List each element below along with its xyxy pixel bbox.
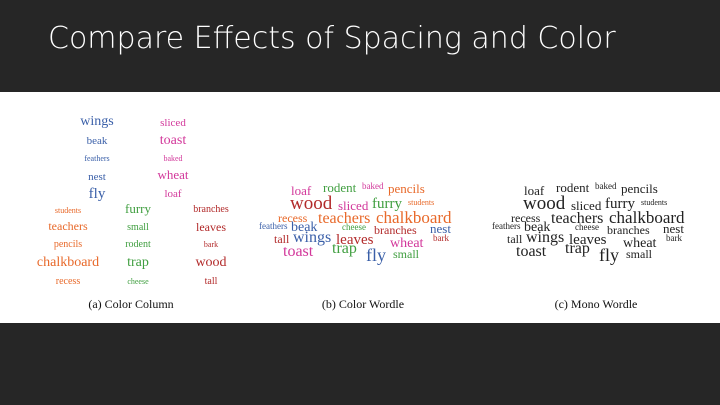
word: teachers: [551, 210, 603, 227]
caption: (b) Color Wordle: [322, 297, 404, 311]
word: loaf: [291, 183, 312, 198]
word: small: [127, 222, 149, 233]
word: baked: [595, 181, 617, 191]
word: feathers: [259, 221, 288, 231]
word: wheat: [623, 236, 657, 251]
word: tall: [274, 232, 290, 246]
word: wheat: [390, 236, 424, 251]
word: recess: [278, 211, 308, 225]
word: leaves: [569, 232, 607, 248]
word: cheese: [575, 222, 599, 232]
word: teachers: [318, 210, 370, 227]
word: teachers: [48, 219, 88, 233]
word: chalkboard: [609, 208, 685, 227]
word: furry: [605, 196, 635, 212]
word: students: [55, 206, 81, 215]
slide-title: Compare Effects of Spacing and Color: [48, 21, 616, 56]
word: leaves: [196, 220, 226, 234]
word: cheese: [342, 222, 366, 232]
caption: (c) Mono Wordle: [555, 297, 638, 311]
word: rodent: [323, 180, 357, 195]
word: fly: [89, 186, 106, 202]
word: beak: [524, 220, 550, 235]
word: leaves: [336, 232, 374, 248]
word: trap: [565, 240, 590, 257]
word: rodent: [556, 180, 590, 195]
word: trap: [332, 240, 357, 257]
word: beak: [87, 135, 108, 147]
word: wood: [290, 193, 333, 214]
word: baked: [163, 154, 182, 163]
word: wood: [523, 193, 566, 214]
word: wings: [293, 229, 331, 246]
word: bark: [204, 240, 218, 249]
word: wood: [195, 255, 226, 270]
word: pencils: [621, 181, 658, 196]
word: sliced: [160, 117, 186, 129]
word: toast: [283, 243, 314, 260]
word: wheat: [157, 167, 188, 182]
word: loaf: [164, 188, 181, 200]
word: fly: [366, 245, 386, 265]
word: tall: [205, 276, 218, 287]
word: feathers: [492, 221, 521, 231]
word: furry: [125, 201, 151, 216]
word: baked: [362, 181, 384, 191]
word: branches: [374, 223, 417, 237]
word: rodent: [125, 239, 151, 250]
word: branches: [193, 204, 229, 215]
word: nest: [430, 221, 451, 236]
word: pencils: [54, 239, 82, 250]
word: trap: [127, 255, 149, 270]
word: recess: [56, 276, 81, 287]
word: beak: [291, 220, 317, 235]
word: tall: [507, 232, 523, 246]
word: branches: [607, 223, 650, 237]
word: students: [641, 198, 667, 207]
word: sliced: [338, 198, 369, 213]
word: students: [408, 198, 434, 207]
figure-area: [0, 92, 720, 323]
word: chalkboard: [376, 208, 452, 227]
word: cheese: [127, 277, 149, 286]
word: small: [626, 247, 653, 261]
word: small: [393, 247, 420, 261]
word: furry: [372, 196, 402, 212]
word: wings: [80, 114, 113, 129]
word: bark: [433, 233, 449, 243]
word: bark: [666, 233, 682, 243]
word: recess: [511, 211, 541, 225]
word: wings: [526, 229, 564, 246]
word: nest: [663, 221, 684, 236]
word: toast: [516, 243, 547, 260]
word: pencils: [388, 181, 425, 196]
word: fly: [599, 245, 619, 265]
caption: (a) Color Column: [88, 297, 173, 311]
word: loaf: [524, 183, 545, 198]
word: feathers: [84, 154, 109, 163]
word: nest: [88, 171, 106, 183]
word: toast: [160, 133, 187, 148]
word: sliced: [571, 198, 602, 213]
word: chalkboard: [37, 255, 99, 270]
